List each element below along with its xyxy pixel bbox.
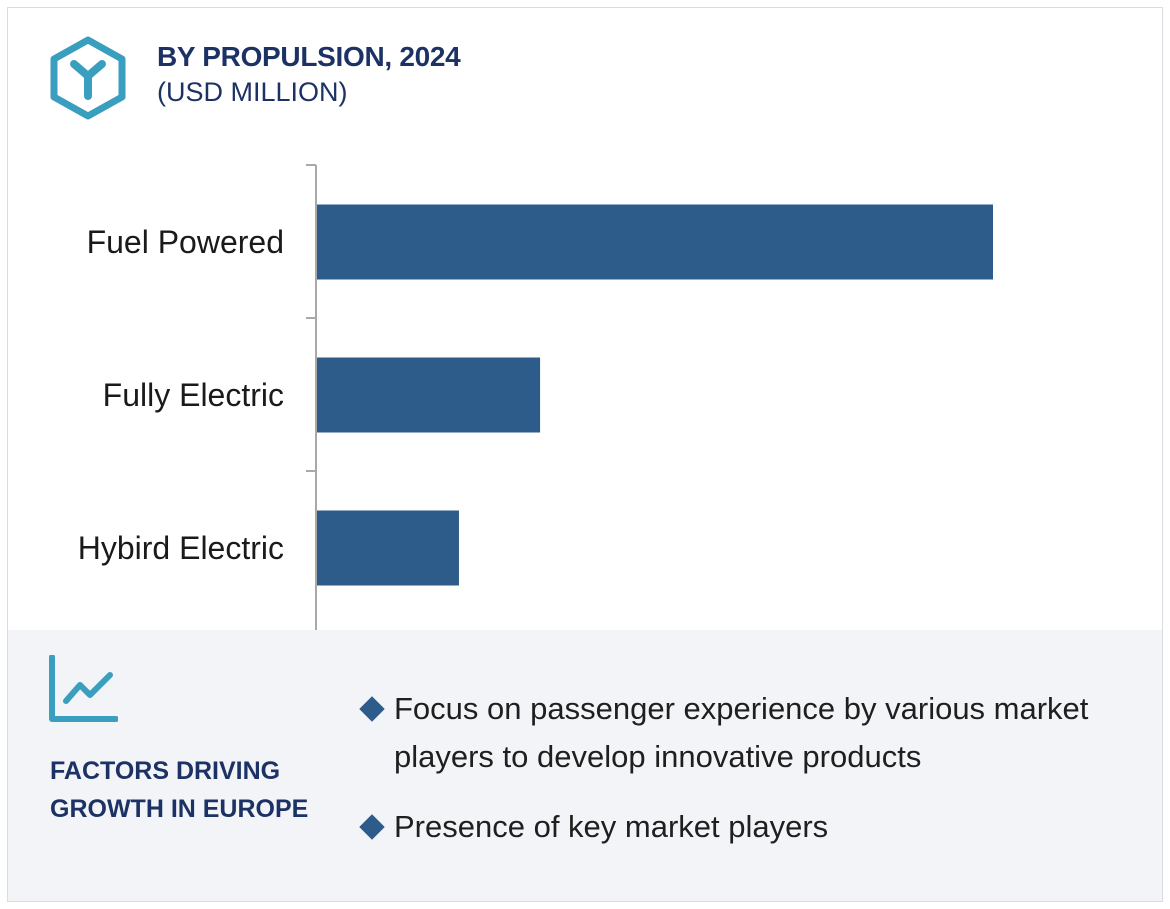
factor-text: Presence of key market players	[394, 809, 829, 844]
chart-title: BY PROPULSION, 2024	[157, 41, 461, 72]
bar-chart: Fuel Powered Fully Electric Hybird Electri…	[78, 164, 993, 630]
bar-fuel-powered	[317, 204, 993, 280]
chart-subtitle: (USD MILLION)	[157, 77, 348, 107]
factors-panel: FACTORS DRIVING GROWTH IN EUROPE Focus o…	[8, 630, 1162, 901]
bar-fully-electric	[317, 357, 541, 433]
category-label: Fuel Powered	[87, 224, 284, 260]
diamond-bullet-icon	[359, 814, 385, 840]
category-label: Fully Electric	[103, 377, 284, 413]
category-label: Hybird Electric	[78, 530, 284, 566]
y-hexagon-icon	[50, 36, 126, 120]
factors-title: FACTORS DRIVING GROWTH IN EUROPE	[50, 757, 309, 823]
list-item: Presence of key market players	[358, 803, 1148, 851]
factors-list: Focus on passenger experience by various…	[358, 685, 1148, 873]
diamond-bullet-icon	[359, 696, 385, 722]
list-item: Focus on passenger experience by various…	[358, 685, 1148, 781]
bar-hybird-electric	[317, 510, 459, 586]
trend-chart-icon	[49, 655, 118, 722]
factor-text: Focus on passenger experience by various…	[394, 691, 1089, 774]
